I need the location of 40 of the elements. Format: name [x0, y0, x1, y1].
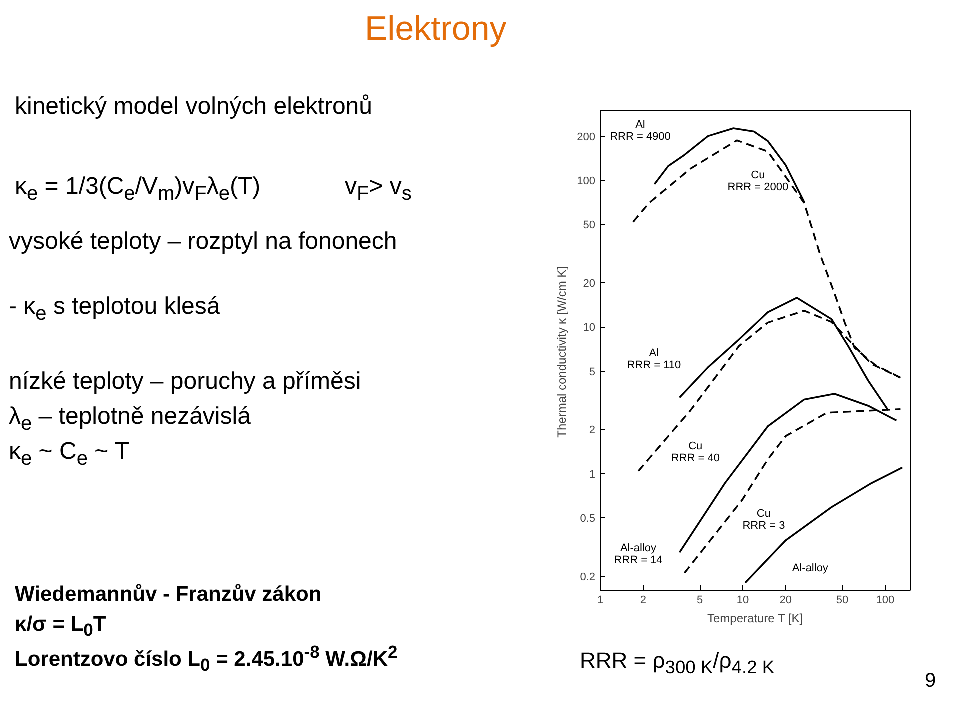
y-tick-label: 0.2	[580, 571, 596, 584]
text: kinetický model volných elektronů	[15, 92, 373, 122]
text: v$_{F}$> v$_{s}$	[345, 172, 412, 207]
text: λ$_{e}$ – teplotně nezávislá	[9, 402, 251, 437]
y-tick-label: 100	[577, 175, 596, 188]
text: - κ$_{e}$ s teplotou klesá	[9, 292, 220, 327]
x-tick-label: 20	[780, 594, 792, 606]
series-label: Al RRR = 4900	[610, 119, 671, 144]
x-tick-label: 5	[697, 594, 704, 606]
x-tick-label: 100	[876, 594, 895, 606]
chart-title: Elektrony	[365, 9, 507, 50]
y-axis-title: Thermal conductivity κ [W/cm K]	[555, 266, 570, 438]
series-label: Al-alloy RRR = 14	[614, 542, 663, 567]
x-tick-label: 1	[597, 594, 604, 606]
x-axis-title: Temperature T [K]	[707, 612, 804, 626]
y-tick-label: 1	[589, 468, 596, 481]
series-label: Cu RRR = 3	[742, 508, 786, 532]
y-tick-label: 20	[583, 278, 596, 290]
y-tick-label: 5	[589, 366, 596, 378]
text: nízké teploty – poruchy a příměsi	[9, 367, 362, 397]
text: RRR = ρ$_{300 K}$/ρ$_{4.2 K}$	[580, 648, 775, 678]
x-tick-label: 50	[836, 594, 849, 606]
series-label: Al RRR = 110	[627, 348, 682, 372]
text: Lorentzovo číslo L$_{0}$ = 2.45.10$^{-8}$ W.Ω/K$^{2}$	[15, 641, 398, 678]
text: 9	[925, 669, 936, 694]
y-tick-label: 10	[583, 322, 596, 334]
text: κ$_{e}$ ~ C$_{e}$ ~ T	[9, 437, 130, 472]
text: κ$_{e}$ = 1/3(C$_{e}$/V$_{m}$)v$_{F}$λ$_{e}$(T)	[15, 173, 261, 205]
text: vysoké teploty – rozptyl na fononech	[9, 227, 398, 257]
text: Wiedemannův - Franzův zákon	[15, 582, 322, 608]
text: κ/σ = L$_{0}$T	[15, 612, 106, 642]
y-tick-label: 2	[589, 424, 596, 437]
y-tick-label: 50	[583, 220, 596, 232]
y-tick-label: 0.5	[580, 512, 596, 525]
x-tick-label: 10	[736, 594, 750, 606]
y-tick-label: 200	[577, 131, 596, 144]
series-label: Cu RRR = 40	[671, 440, 720, 464]
x-tick-label: 2	[640, 594, 646, 606]
series-label: Cu RRR = 2000	[728, 170, 789, 194]
series-label: Al-alloy	[792, 562, 829, 575]
